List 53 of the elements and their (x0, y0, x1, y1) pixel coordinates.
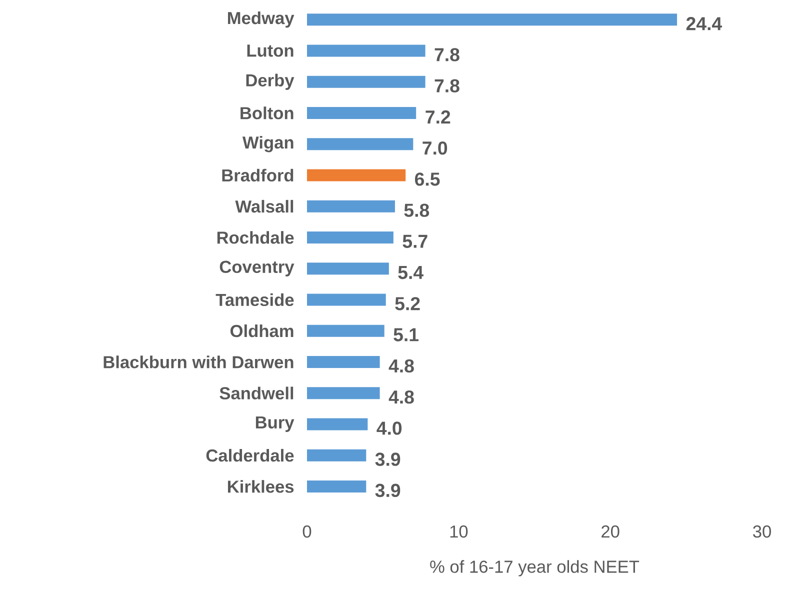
y-tick-label: Walsall (235, 200, 294, 213)
y-tick-label: Sandwell (220, 386, 294, 400)
y-tick-label: Derby (246, 74, 294, 90)
bar (307, 200, 395, 212)
data-label: 7.8 (434, 48, 460, 62)
bar (307, 44, 426, 57)
y-tick-label: Rochdale (217, 231, 294, 244)
data-label: 3.9 (375, 484, 400, 498)
bar (307, 169, 406, 182)
bar (307, 480, 366, 492)
y-tick-label: Bury (256, 416, 294, 432)
data-label: 4.8 (388, 390, 414, 404)
data-label: 5.4 (398, 266, 424, 280)
y-tick-label: Wigan (242, 136, 294, 152)
y-tick-label: Tameside (216, 293, 294, 306)
bar (307, 418, 368, 430)
x-tick-label: 10 (450, 525, 468, 538)
data-label: 5.2 (395, 297, 420, 310)
x-tick-label: 30 (753, 525, 771, 538)
x-tick-label: 20 (602, 525, 620, 538)
data-label: 6.5 (414, 172, 440, 186)
x-tick-label: 0 (302, 525, 312, 538)
data-label: 4.8 (388, 359, 414, 373)
bar (307, 231, 394, 244)
bar (307, 106, 416, 119)
data-label: 4.0 (376, 422, 402, 435)
data-label: 5.8 (404, 204, 430, 217)
y-tick-label: Bradford (222, 168, 294, 182)
data-label: 24.4 (686, 17, 722, 30)
bar (307, 449, 366, 462)
data-label: 7.0 (422, 141, 448, 155)
bar (307, 356, 380, 368)
bar (307, 324, 384, 337)
data-label: 5.1 (394, 328, 418, 342)
data-label: 5.7 (402, 234, 428, 248)
bar (307, 262, 389, 275)
y-tick-label: Kirklees (228, 480, 294, 493)
y-tick-label: Calderdale (206, 448, 294, 462)
y-tick-label: Oldham (230, 324, 294, 338)
y-tick-label: Coventry (220, 260, 294, 276)
bar (307, 138, 414, 150)
bar (307, 387, 380, 400)
bar (307, 76, 426, 88)
bar (307, 294, 386, 306)
bar (307, 14, 678, 26)
y-tick-label: Bolton (240, 106, 294, 120)
data-label: 7.8 (434, 79, 460, 92)
data-label: 7.2 (426, 110, 450, 124)
y-tick-label: Blackburn with Darwen (104, 356, 294, 368)
y-tick-label: Medway (228, 11, 294, 28)
x-axis-title: % of 16-17 year olds NEET (430, 560, 640, 576)
data-label: 3.9 (375, 452, 400, 466)
y-tick-label: Luton (247, 44, 294, 57)
